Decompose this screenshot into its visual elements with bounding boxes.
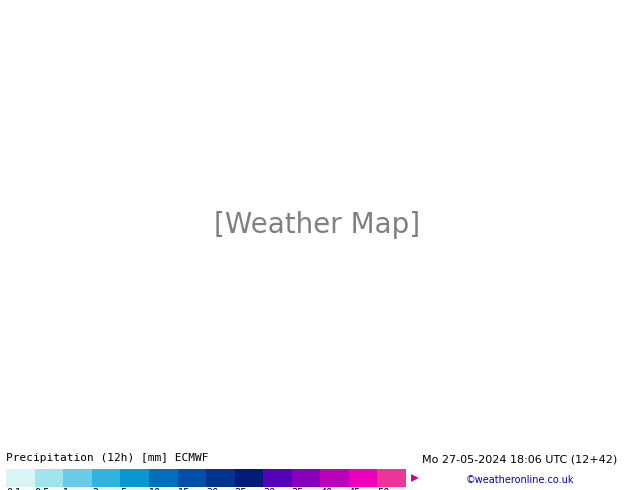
Text: 2: 2 xyxy=(92,489,98,490)
Bar xyxy=(206,469,235,487)
Text: 20: 20 xyxy=(206,489,219,490)
Bar xyxy=(35,469,63,487)
Bar xyxy=(120,469,149,487)
Bar xyxy=(349,469,377,487)
Text: 0.1: 0.1 xyxy=(6,489,22,490)
Bar xyxy=(92,469,120,487)
Text: 45: 45 xyxy=(349,489,361,490)
Text: 10: 10 xyxy=(149,489,161,490)
Text: 50: 50 xyxy=(377,489,390,490)
Text: [Weather Map]: [Weather Map] xyxy=(214,211,420,239)
Text: 40: 40 xyxy=(320,489,332,490)
Text: Mo 27-05-2024 18:06 UTC (12+42): Mo 27-05-2024 18:06 UTC (12+42) xyxy=(422,455,618,465)
Text: 1: 1 xyxy=(63,489,70,490)
Bar xyxy=(292,469,320,487)
Bar xyxy=(263,469,292,487)
Bar xyxy=(63,469,92,487)
Text: 0.5: 0.5 xyxy=(35,489,50,490)
Text: 15: 15 xyxy=(178,489,190,490)
Text: Precipitation (12h) [mm] ECMWF: Precipitation (12h) [mm] ECMWF xyxy=(6,453,209,463)
Text: 25: 25 xyxy=(235,489,247,490)
Text: 30: 30 xyxy=(263,489,275,490)
Bar xyxy=(6,469,35,487)
Bar xyxy=(235,469,263,487)
Bar xyxy=(320,469,349,487)
Bar xyxy=(377,469,406,487)
Bar xyxy=(149,469,178,487)
Text: 35: 35 xyxy=(292,489,304,490)
Text: ©weatheronline.co.uk: ©weatheronline.co.uk xyxy=(465,475,574,485)
Bar xyxy=(178,469,206,487)
Text: 5: 5 xyxy=(120,489,127,490)
